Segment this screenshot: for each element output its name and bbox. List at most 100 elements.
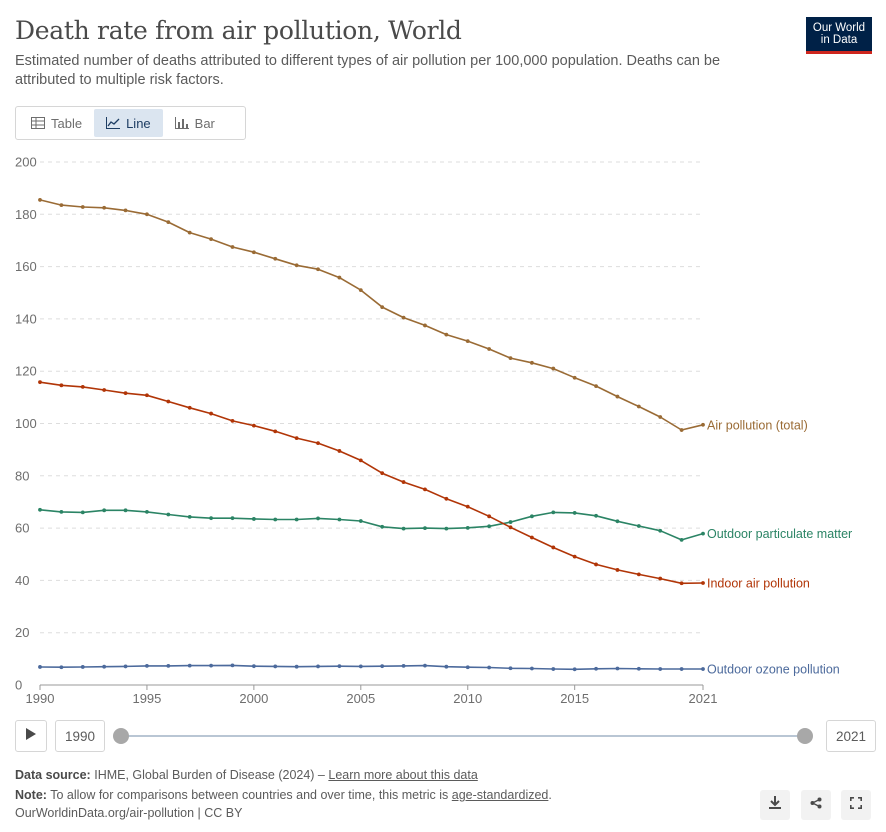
data-point [337,664,342,669]
data-point [166,399,171,404]
data-point [358,288,363,293]
data-point [294,263,299,268]
data-point [337,517,342,522]
data-point [401,526,406,531]
data-point [187,405,192,410]
x-tick-label: 2005 [346,691,375,706]
y-tick-label: 20 [15,625,29,640]
share-button[interactable] [801,790,831,820]
y-tick-label: 0 [15,678,22,693]
timeline-start-handle[interactable] [113,728,129,744]
start-year-box[interactable]: 1990 [55,720,106,752]
data-point [38,665,42,669]
data-point [465,504,470,509]
data-point [209,663,213,668]
data-point [102,205,107,210]
data-point [423,487,427,492]
y-tick-label: 40 [15,573,29,588]
owid-logo[interactable]: Our World in Data [806,17,872,54]
source-url[interactable]: OurWorldinData.org/air-pollution | CC BY [15,806,243,820]
data-source-label: Data source: [15,768,91,782]
tab-line-label: Line [126,115,151,131]
data-point [401,315,406,320]
x-tick-label: 2000 [239,691,268,706]
tab-table[interactable]: Table [19,109,94,137]
data-point [380,524,385,529]
data-point [102,664,107,669]
data-point [273,429,278,434]
fullscreen-button[interactable] [841,790,871,820]
x-tick-label: 2021 [689,691,718,706]
play-button[interactable] [15,720,47,752]
age-standardized-link[interactable]: age-standardized [451,788,549,802]
data-point [572,511,577,515]
data-point [358,519,363,523]
y-tick-label: 120 [15,364,37,379]
data-point [230,245,235,249]
data-point [487,665,492,670]
data-point [294,664,299,669]
series-line [39,664,703,671]
data-point [401,664,406,668]
data-point [187,230,192,235]
data-point [273,256,278,261]
y-tick-label: 140 [15,311,37,326]
data-point [102,388,107,392]
play-icon [26,727,36,745]
data-point [401,480,406,484]
download-button[interactable] [760,790,790,820]
data-point [294,517,299,522]
note-line: Note: To allow for comparisons between c… [15,788,552,802]
data-point [636,524,641,528]
data-point [444,526,449,531]
data-point [551,545,556,550]
data-point [658,415,663,419]
data-point [572,667,577,672]
data-point [508,666,513,671]
data-point [594,666,598,671]
note-end: . [548,788,552,802]
y-tick-label: 100 [15,416,37,431]
note-label: Note: [15,788,47,802]
data-point [636,666,641,671]
data-point [230,516,235,521]
end-year-box[interactable]: 2021 [826,720,877,752]
data-point [209,516,213,521]
series-label: Outdoor ozone pollution [707,663,840,677]
data-point [230,418,235,423]
data-point [316,267,320,272]
data-point [187,514,192,519]
data-point [658,576,663,581]
data-point [594,513,598,518]
chart-subtitle: Estimated number of deaths attributed to… [15,53,721,88]
data-point [508,525,513,530]
data-point [487,347,492,351]
data-point [316,516,320,521]
data-point [145,509,149,514]
timeline-track[interactable] [121,735,805,737]
data-point [38,507,42,512]
line-chart-icon [106,117,121,129]
data-point [465,525,470,530]
data-point [701,531,705,536]
x-tick-label: 1995 [132,691,161,706]
data-point [145,664,149,668]
x-tick-label: 1990 [26,691,55,706]
data-point [615,666,620,671]
table-icon [31,117,45,129]
data-point [594,562,598,567]
timeline-end-handle[interactable] [797,728,813,744]
data-point [701,422,705,427]
data-point [123,208,128,213]
tab-line[interactable]: Line [94,109,163,137]
data-point [166,220,171,225]
learn-more-link[interactable]: Learn more about this data [328,768,478,782]
data-point [530,514,534,519]
data-point [530,360,534,365]
data-point [166,664,171,668]
series-line [39,509,704,541]
data-point [572,375,577,380]
data-point [59,203,64,208]
download-icon [769,796,781,814]
tab-bar[interactable]: Bar [163,109,227,137]
